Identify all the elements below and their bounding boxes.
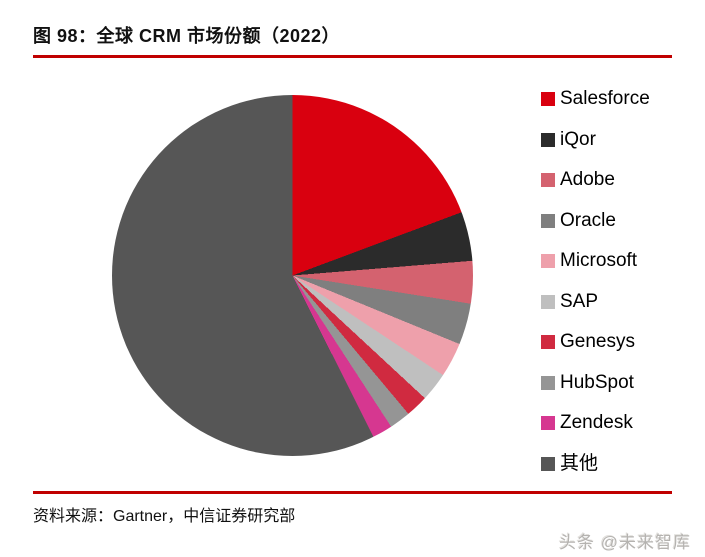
source-note: 资料来源：Gartner，中信证券研究部 [33, 508, 296, 525]
figure-title: 图 98：全球 CRM 市场份额（2022） [33, 26, 341, 46]
legend-label: Oracle [560, 209, 616, 231]
legend-swatch-icon [541, 213, 555, 228]
legend-item-Salesforce: Salesforce [541, 87, 650, 111]
legend-swatch-icon [541, 173, 555, 187]
legend-swatch-icon [541, 132, 555, 147]
legend-item-SAP: SAP [541, 290, 650, 314]
legend-item-Oracle: Oracle [541, 209, 650, 233]
legend: Salesforce iQor Adobe Oracle Microsoft SAP Gen… [541, 87, 650, 492]
legend-item-Genesys: Genesys [541, 330, 650, 354]
title-divider-rule [33, 55, 672, 58]
legend-swatch-icon [541, 92, 555, 106]
legend-item-iQor: iQor [541, 128, 650, 152]
legend-swatch-icon [541, 254, 555, 268]
legend-label: Genesys [560, 331, 635, 352]
legend-label: Microsoft [560, 250, 638, 271]
footer-divider-rule [33, 491, 672, 494]
pie-chart [112, 95, 473, 456]
legend-item-Adobe: Adobe [541, 168, 650, 192]
legend-label: iQor [560, 128, 596, 150]
legend-swatch-icon [541, 456, 555, 471]
legend-label: Adobe [560, 169, 615, 190]
watermark: 头条 @未来智库 [559, 533, 691, 552]
legend-swatch-icon [541, 294, 555, 309]
legend-swatch-icon [541, 375, 555, 390]
legend-item-Zendesk: Zendesk [541, 411, 650, 435]
legend-label: SAP [560, 290, 599, 312]
legend-label: 其他 [560, 452, 599, 474]
legend-swatch-icon [541, 416, 555, 430]
legend-label: Salesforce [560, 88, 650, 109]
legend-item-Microsoft: Microsoft [541, 249, 650, 273]
legend-swatch-icon [541, 335, 555, 349]
legend-item-HubSpot: HubSpot [541, 371, 650, 395]
legend-label: HubSpot [560, 371, 634, 393]
legend-item-其他: 其他 [541, 452, 650, 476]
legend-label: Zendesk [560, 412, 633, 433]
